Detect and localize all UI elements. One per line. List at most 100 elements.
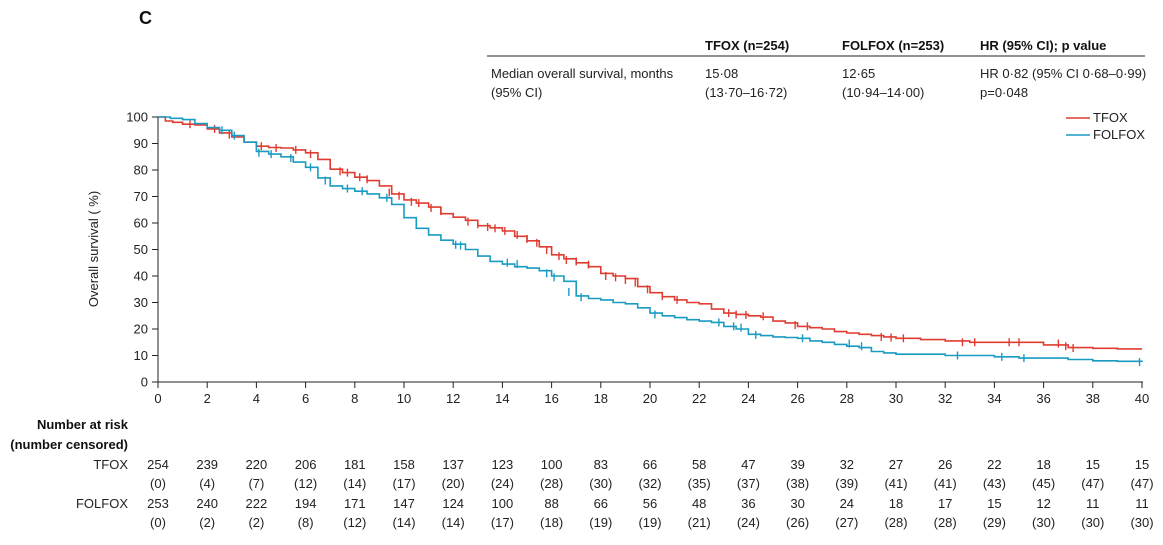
tfox-ci: (13·70–16·72) xyxy=(705,85,787,100)
risk-cell-tfox: 22 xyxy=(987,457,1001,472)
x-tick-label: 0 xyxy=(154,391,161,406)
censored-cell-tfox: (28) xyxy=(540,476,563,491)
risk-title-line1: Number at risk xyxy=(37,417,129,432)
y-tick-label: 50 xyxy=(134,242,148,257)
risk-cell-folfox: 36 xyxy=(741,496,755,511)
header-tfox: TFOX (n=254) xyxy=(705,38,789,53)
tfox-median: 15·08 xyxy=(705,66,738,81)
risk-cell-tfox: 32 xyxy=(840,457,854,472)
censored-cell-tfox: (47) xyxy=(1130,476,1153,491)
censored-cell-tfox: (47) xyxy=(1081,476,1104,491)
x-tick-label: 40 xyxy=(1135,391,1149,406)
censored-cell-folfox: (30) xyxy=(1081,515,1104,530)
y-axis-label: Overall survival ( %) xyxy=(86,191,101,307)
risk-cell-folfox: 147 xyxy=(393,496,415,511)
censored-cell-tfox: (37) xyxy=(737,476,760,491)
risk-cell-folfox: 48 xyxy=(692,496,706,511)
risk-cell-tfox: 181 xyxy=(344,457,366,472)
risk-cell-folfox: 171 xyxy=(344,496,366,511)
censored-cell-tfox: (41) xyxy=(934,476,957,491)
risk-cell-tfox: 206 xyxy=(295,457,317,472)
risk-cell-tfox: 100 xyxy=(541,457,563,472)
x-tick-label: 38 xyxy=(1086,391,1100,406)
risk-cell-tfox: 15 xyxy=(1135,457,1149,472)
hazard-ratio: HR 0·82 (95% CI 0·68–0·99) xyxy=(980,66,1146,81)
risk-cell-tfox: 58 xyxy=(692,457,706,472)
x-tick-label: 34 xyxy=(987,391,1001,406)
risk-cell-folfox: 11 xyxy=(1086,496,1100,511)
y-tick-label: 70 xyxy=(134,189,148,204)
censored-cell-tfox: (39) xyxy=(835,476,858,491)
risk-cell-folfox: 17 xyxy=(938,496,952,511)
censored-cell-tfox: (12) xyxy=(294,476,317,491)
censored-cell-folfox: (2) xyxy=(199,515,215,530)
censored-cell-folfox: (18) xyxy=(540,515,563,530)
risk-cell-folfox: 56 xyxy=(643,496,657,511)
censored-cell-folfox: (29) xyxy=(983,515,1006,530)
x-tick-label: 14 xyxy=(495,391,509,406)
censored-cell-folfox: (21) xyxy=(688,515,711,530)
x-tick-label: 26 xyxy=(790,391,804,406)
censored-cell-folfox: (17) xyxy=(491,515,514,530)
censored-cell-folfox: (2) xyxy=(248,515,264,530)
censored-cell-tfox: (20) xyxy=(442,476,465,491)
risk-cell-folfox: 194 xyxy=(295,496,317,511)
censored-cell-folfox: (0) xyxy=(150,515,166,530)
legend-label-folfox: FOLFOX xyxy=(1093,127,1145,142)
censored-cell-folfox: (19) xyxy=(638,515,661,530)
censored-cell-folfox: (14) xyxy=(392,515,415,530)
censored-cell-folfox: (30) xyxy=(1130,515,1153,530)
risk-cell-tfox: 158 xyxy=(393,457,415,472)
censored-cell-folfox: (26) xyxy=(786,515,809,530)
x-tick-label: 16 xyxy=(544,391,558,406)
p-value: p=0·048 xyxy=(980,85,1028,100)
risk-title-line2: (number censored) xyxy=(10,437,128,452)
risk-cell-tfox: 15 xyxy=(1086,457,1100,472)
risk-label-folfox: FOLFOX xyxy=(76,496,128,511)
risk-cell-tfox: 27 xyxy=(889,457,903,472)
x-tick-label: 10 xyxy=(397,391,411,406)
curve-folfox xyxy=(158,116,1143,363)
risk-cell-folfox: 15 xyxy=(987,496,1001,511)
risk-cell-folfox: 11 xyxy=(1135,496,1149,511)
censored-cell-folfox: (12) xyxy=(343,515,366,530)
y-tick-label: 40 xyxy=(134,269,148,284)
risk-cell-folfox: 30 xyxy=(790,496,804,511)
risk-cell-folfox: 24 xyxy=(840,496,854,511)
x-tick-label: 8 xyxy=(351,391,358,406)
risk-cell-folfox: 66 xyxy=(594,496,608,511)
censored-cell-folfox: (28) xyxy=(934,515,957,530)
risk-cell-tfox: 47 xyxy=(741,457,755,472)
risk-cell-folfox: 222 xyxy=(246,496,268,511)
header-hr: HR (95% CI); p value xyxy=(980,38,1106,53)
row-label-line1: Median overall survival, months xyxy=(491,66,674,81)
x-tick-label: 18 xyxy=(594,391,608,406)
legend-label-tfox: TFOX xyxy=(1093,110,1128,125)
risk-cell-tfox: 254 xyxy=(147,457,169,472)
folfox-median: 12·65 xyxy=(842,66,875,81)
risk-cell-folfox: 124 xyxy=(442,496,464,511)
y-tick-label: 80 xyxy=(134,163,148,178)
row-label-line2: (95% CI) xyxy=(491,85,542,100)
censored-cell-tfox: (0) xyxy=(150,476,166,491)
risk-cell-tfox: 123 xyxy=(492,457,514,472)
risk-cell-tfox: 239 xyxy=(196,457,218,472)
y-tick-label: 90 xyxy=(134,136,148,151)
censored-cell-tfox: (43) xyxy=(983,476,1006,491)
risk-cell-folfox: 253 xyxy=(147,496,169,511)
risk-cell-tfox: 83 xyxy=(594,457,608,472)
censored-cell-folfox: (19) xyxy=(589,515,612,530)
censored-cell-folfox: (14) xyxy=(442,515,465,530)
x-tick-label: 20 xyxy=(643,391,657,406)
y-tick-label: 100 xyxy=(126,110,148,125)
censored-cell-tfox: (35) xyxy=(688,476,711,491)
censored-cell-tfox: (30) xyxy=(589,476,612,491)
risk-cell-folfox: 18 xyxy=(889,496,903,511)
survival-curves xyxy=(158,116,1143,367)
x-axis-ticks: 0 2 4 6 8 10 12 14 16 18 20 22 24 26 28 30 32 34 36 38 40 xyxy=(154,382,1149,406)
risk-cell-tfox: 39 xyxy=(790,457,804,472)
risk-cell-folfox: 100 xyxy=(492,496,514,511)
header-folfox: FOLFOX (n=253) xyxy=(842,38,944,53)
risk-cell-tfox: 137 xyxy=(442,457,464,472)
